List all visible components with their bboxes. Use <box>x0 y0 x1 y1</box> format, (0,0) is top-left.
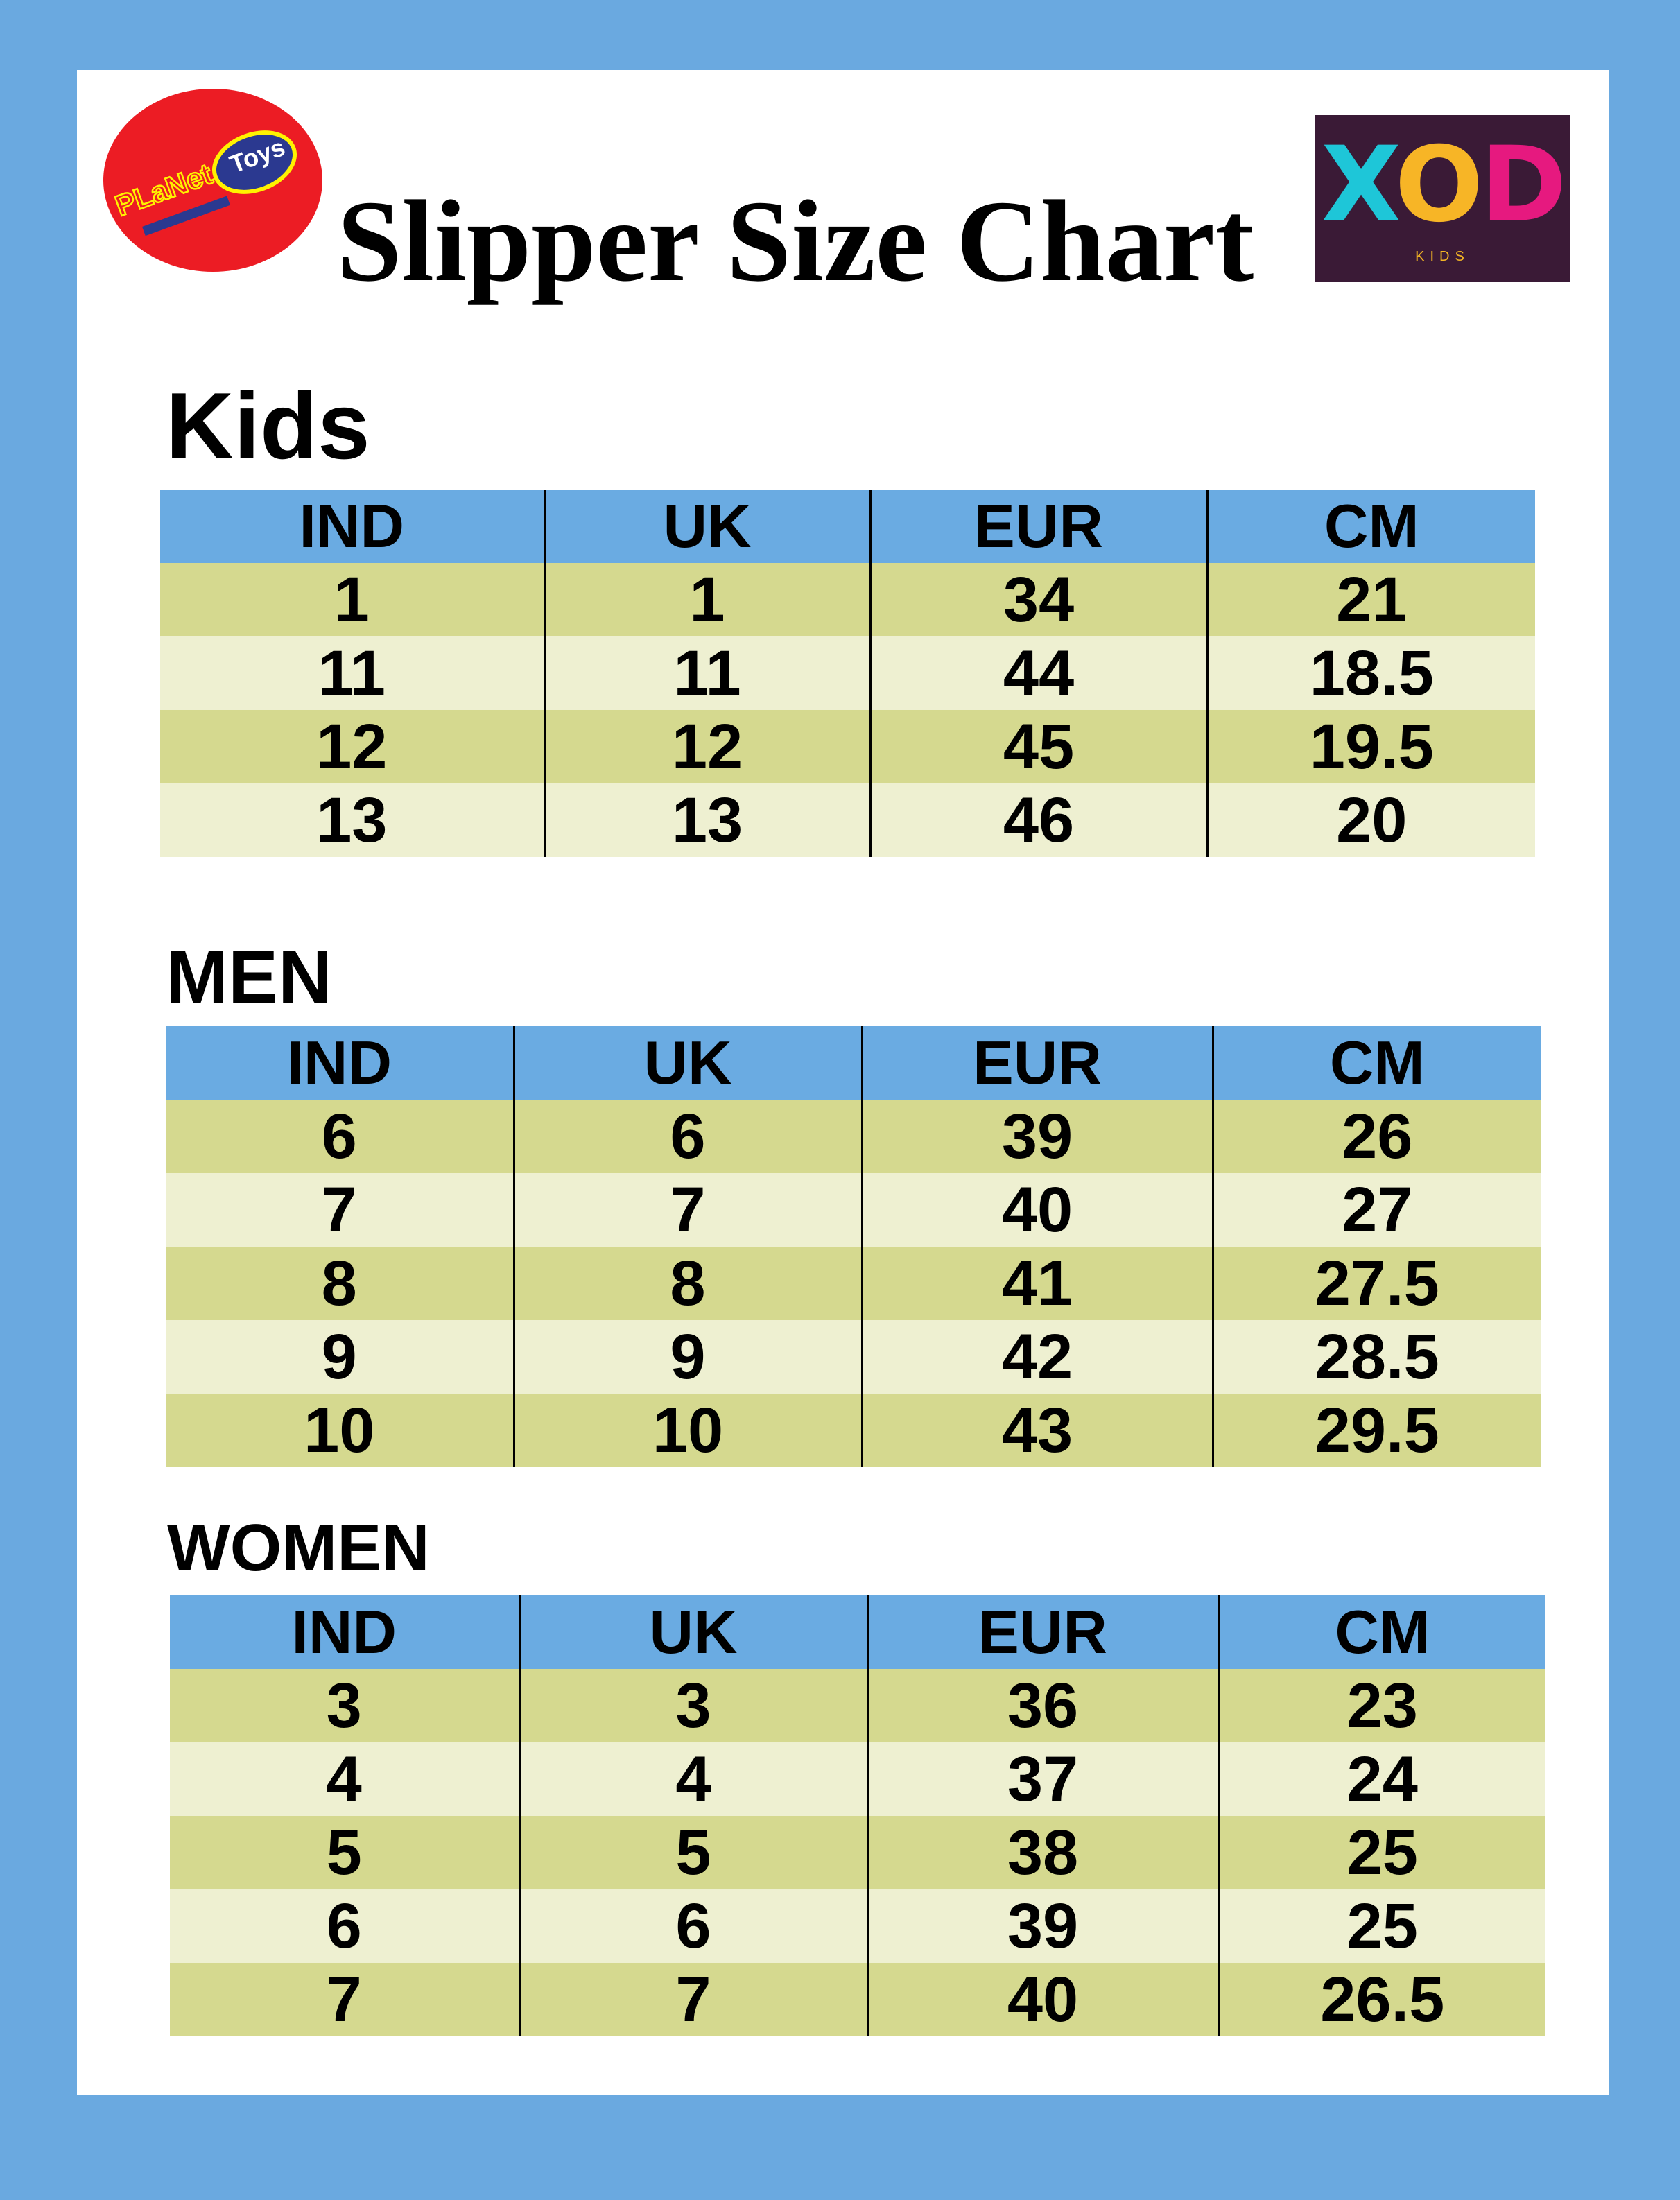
cell: 46 <box>869 783 1207 857</box>
kids-heading: Kids <box>166 373 370 478</box>
cell: 23 <box>1217 1669 1545 1742</box>
table-row: 9 9 42 28.5 <box>166 1320 1541 1394</box>
table-row: 10 10 43 29.5 <box>166 1394 1541 1467</box>
cell: 6 <box>170 1889 519 1963</box>
table-row: 4 4 37 24 <box>170 1742 1545 1816</box>
cell: 7 <box>512 1173 862 1247</box>
cell: 20 <box>1206 783 1535 857</box>
cell: 11 <box>543 636 870 710</box>
cell: 3 <box>518 1669 867 1742</box>
planet-of-toys-logo: PLaNet Toys <box>103 89 322 272</box>
cell: 43 <box>860 1394 1213 1467</box>
header-cm: CM <box>1206 490 1535 563</box>
men-heading: MEN <box>166 935 332 1019</box>
header-uk: UK <box>543 490 870 563</box>
header-uk: UK <box>512 1026 862 1100</box>
table-row: 3 3 36 23 <box>170 1669 1545 1742</box>
cell: 45 <box>869 710 1207 783</box>
header-ind: IND <box>170 1595 519 1669</box>
kids-size-table: IND UK EUR CM 1 1 34 21 11 11 44 18.5 12 12 45 19.5 … <box>160 490 1535 857</box>
cell: 27 <box>1211 1173 1541 1247</box>
cell: 40 <box>866 1963 1218 2036</box>
table-row: 13 13 46 20 <box>160 783 1535 857</box>
cell: 34 <box>869 563 1207 636</box>
cell: 39 <box>860 1100 1213 1173</box>
table-row: 7 7 40 27 <box>166 1173 1541 1247</box>
xod-kids-logo: XOD KIDS <box>1315 115 1570 282</box>
cell: 26.5 <box>1217 1963 1545 2036</box>
cell: 10 <box>166 1394 514 1467</box>
cell: 44 <box>869 636 1207 710</box>
page-title: Slipper Size Chart <box>337 177 1254 306</box>
cell: 29.5 <box>1211 1394 1541 1467</box>
cell: 1 <box>543 563 870 636</box>
cell: 26 <box>1211 1100 1541 1173</box>
cell: 13 <box>160 783 544 857</box>
cell: 7 <box>166 1173 514 1247</box>
cell: 41 <box>860 1247 1213 1320</box>
cell: 11 <box>160 636 544 710</box>
table-row: 5 5 38 25 <box>170 1816 1545 1889</box>
table-row: 7 7 40 26.5 <box>170 1963 1545 2036</box>
header-eur: EUR <box>860 1026 1213 1100</box>
header-ind: IND <box>166 1026 514 1100</box>
header-cm: CM <box>1211 1026 1541 1100</box>
cell: 4 <box>170 1742 519 1816</box>
table-row: 6 6 39 25 <box>170 1889 1545 1963</box>
cell: 9 <box>512 1320 862 1394</box>
cell: 24 <box>1217 1742 1545 1816</box>
women-heading: WOMEN <box>167 1511 430 1585</box>
cell: 5 <box>170 1816 519 1889</box>
cell: 36 <box>866 1669 1218 1742</box>
cell: 12 <box>160 710 544 783</box>
header-eur: EUR <box>866 1595 1218 1669</box>
table-row: 1 1 34 21 <box>160 563 1535 636</box>
cell: 8 <box>512 1247 862 1320</box>
women-size-table: IND UK EUR CM 3 3 36 23 4 4 37 24 5 5 38 25 6 6 39 25 7… <box>170 1595 1545 2036</box>
header-cm: CM <box>1217 1595 1545 1669</box>
cell: 37 <box>866 1742 1218 1816</box>
cell: 38 <box>866 1816 1218 1889</box>
cell: 9 <box>166 1320 514 1394</box>
cell: 7 <box>518 1963 867 2036</box>
cell: 19.5 <box>1206 710 1535 783</box>
cell: 10 <box>512 1394 862 1467</box>
cell: 42 <box>860 1320 1213 1394</box>
cell: 7 <box>170 1963 519 2036</box>
xod-logo-subtext: KIDS <box>1415 249 1470 264</box>
cell: 6 <box>512 1100 862 1173</box>
cell: 8 <box>166 1247 514 1320</box>
cell: 1 <box>160 563 544 636</box>
cell: 40 <box>860 1173 1213 1247</box>
cell: 12 <box>543 710 870 783</box>
cell: 5 <box>518 1816 867 1889</box>
header-eur: EUR <box>869 490 1207 563</box>
cell: 39 <box>866 1889 1218 1963</box>
table-row: 8 8 41 27.5 <box>166 1247 1541 1320</box>
cell: 3 <box>170 1669 519 1742</box>
table-row: 6 6 39 26 <box>166 1100 1541 1173</box>
table-row: 12 12 45 19.5 <box>160 710 1535 783</box>
cell: 6 <box>166 1100 514 1173</box>
cell: 4 <box>518 1742 867 1816</box>
cell: 28.5 <box>1211 1320 1541 1394</box>
cell: 18.5 <box>1206 636 1535 710</box>
cell: 21 <box>1206 563 1535 636</box>
cell: 25 <box>1217 1816 1545 1889</box>
cell: 6 <box>518 1889 867 1963</box>
men-size-table: IND UK EUR CM 6 6 39 26 7 7 40 27 8 8 41 27.5 9 9 42 28… <box>166 1026 1541 1467</box>
cell: 13 <box>543 783 870 857</box>
header-uk: UK <box>518 1595 867 1669</box>
xod-logo-text: XOD <box>1321 125 1566 245</box>
table-row: 11 11 44 18.5 <box>160 636 1535 710</box>
cell: 27.5 <box>1211 1247 1541 1320</box>
header-ind: IND <box>160 490 544 563</box>
cell: 25 <box>1217 1889 1545 1963</box>
